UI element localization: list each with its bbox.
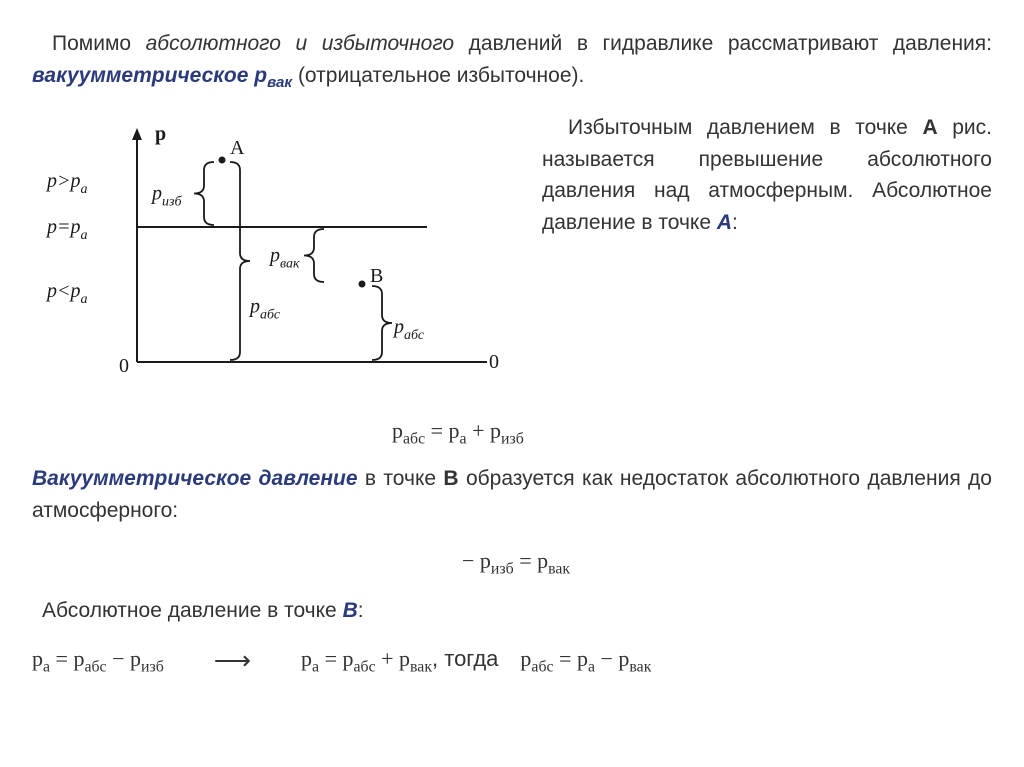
- point-B-ref: В: [443, 467, 458, 490]
- point-A-ref2: А: [717, 211, 732, 234]
- svg-text:В: В: [370, 265, 383, 287]
- intro-paragraph: Помимо абсолютного и избыточного давлени…: [32, 28, 992, 94]
- intro-mid: давлений в гидравлике рассматривают давл…: [469, 32, 992, 55]
- svg-text:p: p: [155, 123, 166, 145]
- vacuum-term: Вакуумметрическое давление: [32, 467, 358, 490]
- svg-text:pизб: pизб: [150, 183, 182, 210]
- svg-text:pабс: pабс: [392, 316, 425, 343]
- point-B-ref2: В: [343, 599, 358, 622]
- bottom-right-group: pа = pабс + pвак, тогда pабс = pа − pвак: [301, 642, 651, 679]
- intro-tail: (отрицательное избыточное).: [298, 64, 584, 87]
- abs-B-line: Абсолютное давление в точке В:: [32, 595, 992, 627]
- diagram-column: p>pa p=pa p<pa p 0 0 А Вpизб pабс pвак pабс: [32, 112, 542, 402]
- formula-abs-A: pабс = pа + pизб: [32, 414, 992, 451]
- arrow-icon: ⟶: [214, 641, 251, 680]
- svg-text:0: 0: [489, 351, 499, 373]
- svg-text:pвак: pвак: [268, 245, 300, 272]
- svg-text:А: А: [230, 137, 245, 159]
- svg-text:p>pa: p>pa: [45, 170, 88, 197]
- pressure-diagram: p>pa p=pa p<pa p 0 0 А Вpизб pабс pвак pабс: [32, 112, 512, 392]
- middle-row: p>pa p=pa p<pa p 0 0 А Вpизб pабс pвак pабс Избыто…: [32, 112, 992, 402]
- point-A-ref: А: [922, 116, 937, 139]
- svg-text:0: 0: [119, 355, 129, 377]
- bottom-formula-row: pа = pабс − pизб ⟶ pа = pабс + pвак, тог…: [32, 641, 992, 680]
- bottom-left-formula: pа = pабс − pизб: [32, 642, 164, 679]
- svg-text:p=pa: p=pa: [45, 216, 88, 243]
- right-column: Избыточным давлением в точке А рис. назы…: [542, 112, 992, 238]
- svg-text:pабс: pабс: [248, 296, 281, 323]
- intro-ital: абсолютного и избыточного: [146, 32, 455, 55]
- vacuum-paragraph: Вакуумметрическое давление в точке В обр…: [32, 463, 992, 526]
- intro-term: вакуумметрическое рвак: [32, 64, 292, 87]
- intro-lead: Помимо: [52, 32, 146, 55]
- svg-text:p<pa: p<pa: [45, 280, 88, 307]
- right-paragraph: Избыточным давлением в точке А рис. назы…: [542, 112, 992, 238]
- formula-vac: − pизб = pвак: [32, 544, 992, 581]
